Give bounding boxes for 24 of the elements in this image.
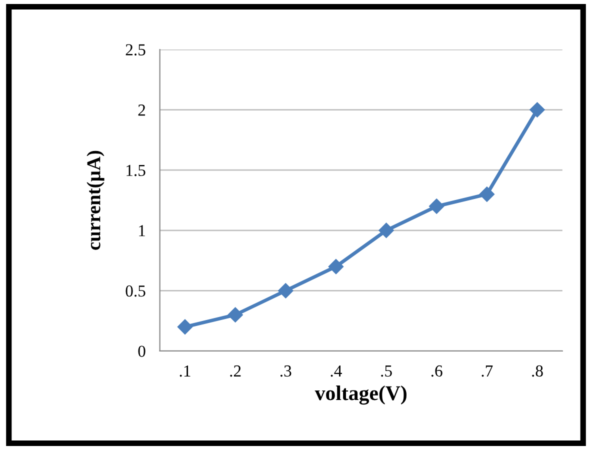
point [328, 259, 344, 274]
x-tick-label: .4 [330, 365, 342, 377]
y-axis-title: current(µA) [86, 150, 104, 250]
x-tick-label: .5 [381, 366, 392, 377]
y-tick-label: 2 [138, 104, 146, 116]
y-tick-label: 1.5 [126, 164, 146, 176]
y-tick-label: 0 [138, 346, 146, 357]
y-tick-label: 2.5 [126, 44, 146, 56]
x-tick-label: .2 [230, 365, 241, 377]
point [530, 102, 545, 118]
x-tick-label: .7 [482, 366, 493, 377]
point [228, 307, 243, 322]
x-tick-label: .6 [431, 365, 442, 377]
x-tick-label: .1 [180, 365, 190, 377]
y-tick-label: 0.5 [126, 285, 146, 297]
point [278, 283, 294, 298]
point [378, 222, 394, 238]
x-tick-label: .3 [280, 365, 292, 377]
x-tick-label: .8 [532, 365, 543, 377]
x-axis-title: voltage(V) [314, 386, 406, 405]
y-tick-label: 1 [139, 225, 145, 236]
point [479, 186, 494, 202]
point [177, 319, 193, 334]
point [429, 198, 444, 214]
